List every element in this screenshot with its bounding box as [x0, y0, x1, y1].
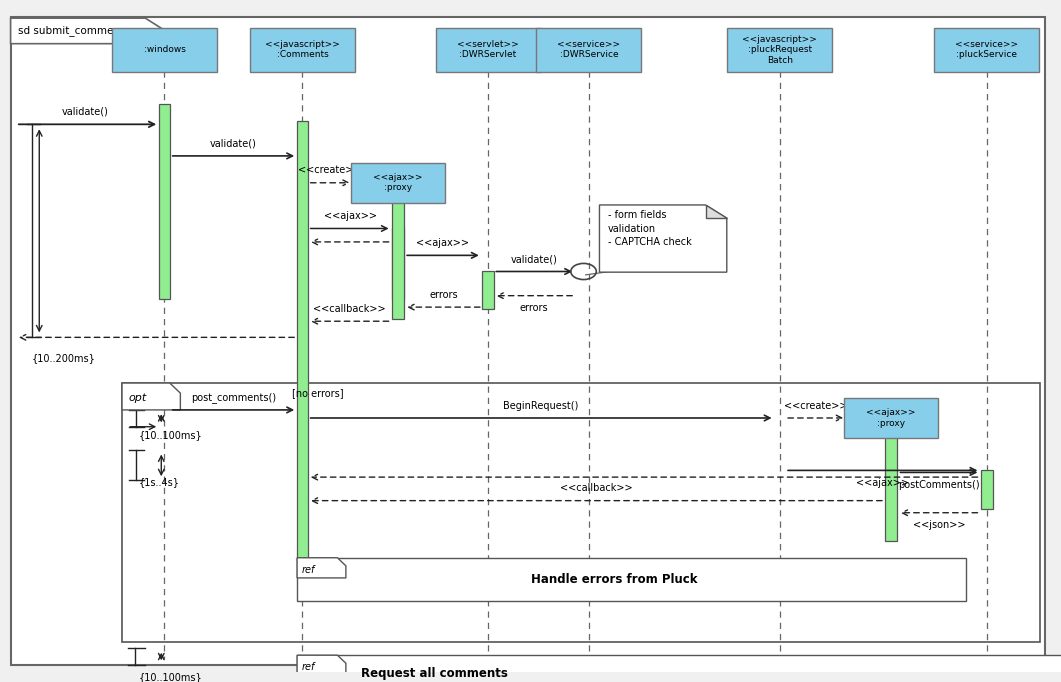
FancyBboxPatch shape	[297, 655, 1061, 682]
Text: <<json>>: <<json>>	[912, 520, 966, 530]
Text: <<ajax>>: <<ajax>>	[324, 211, 377, 221]
Text: <<servlet>>
:DWRServlet: <<servlet>> :DWRServlet	[457, 40, 519, 59]
Polygon shape	[297, 558, 346, 578]
Text: postComments(): postComments()	[899, 480, 979, 490]
Text: {1s..4s}: {1s..4s}	[139, 477, 180, 487]
Text: {10..100ms}: {10..100ms}	[139, 430, 203, 440]
Text: errors: errors	[520, 303, 549, 313]
FancyBboxPatch shape	[393, 228, 403, 299]
FancyBboxPatch shape	[981, 471, 993, 509]
Text: ref: ref	[301, 565, 315, 575]
FancyBboxPatch shape	[934, 27, 1040, 72]
FancyBboxPatch shape	[297, 558, 966, 602]
FancyBboxPatch shape	[885, 436, 898, 541]
Text: <<create>>: <<create>>	[298, 166, 362, 175]
Polygon shape	[11, 18, 164, 44]
FancyBboxPatch shape	[845, 398, 938, 438]
Text: {10..100ms}: {10..100ms}	[139, 672, 203, 682]
Text: sd submit_commens: sd submit_commens	[18, 25, 125, 36]
Text: {10..200ms}: {10..200ms}	[32, 353, 95, 363]
Text: <<javascript>>
:Comments: <<javascript>> :Comments	[265, 40, 340, 59]
Text: <<create>>: <<create>>	[784, 400, 848, 411]
Text: Request all comments: Request all comments	[361, 667, 507, 680]
Text: :windows: :windows	[143, 45, 186, 55]
Text: opt: opt	[128, 393, 146, 403]
Polygon shape	[297, 655, 346, 675]
FancyBboxPatch shape	[537, 27, 641, 72]
Text: <<javascript>>
:pluckRequest
Batch: <<javascript>> :pluckRequest Batch	[743, 35, 817, 65]
Text: <<callback>>: <<callback>>	[313, 303, 386, 314]
FancyBboxPatch shape	[296, 121, 308, 561]
Text: validate(): validate()	[62, 107, 108, 117]
Text: <<ajax>>
:proxy: <<ajax>> :proxy	[373, 173, 422, 192]
FancyBboxPatch shape	[482, 271, 494, 309]
FancyBboxPatch shape	[111, 27, 216, 72]
Text: errors: errors	[430, 290, 457, 299]
Text: <<service>>
:DWRService: <<service>> :DWRService	[557, 40, 621, 59]
Text: BeginRequest(): BeginRequest()	[503, 400, 579, 411]
Text: <<ajax>>: <<ajax>>	[417, 238, 469, 248]
FancyBboxPatch shape	[250, 27, 354, 72]
Polygon shape	[599, 205, 727, 272]
FancyBboxPatch shape	[350, 163, 446, 203]
Text: [no errors]: [no errors]	[292, 389, 344, 398]
Polygon shape	[122, 383, 180, 410]
Polygon shape	[706, 205, 727, 218]
Text: <<callback>>: <<callback>>	[560, 484, 632, 493]
FancyBboxPatch shape	[393, 201, 403, 319]
Text: validate(): validate()	[510, 254, 558, 264]
Text: Handle errors from Pluck: Handle errors from Pluck	[530, 573, 697, 586]
FancyBboxPatch shape	[11, 17, 1045, 665]
Text: - form fields
validation
- CAPTCHA check: - form fields validation - CAPTCHA check	[608, 210, 692, 247]
Text: <<service>>
:pluckService: <<service>> :pluckService	[955, 40, 1019, 59]
FancyBboxPatch shape	[728, 27, 832, 72]
FancyBboxPatch shape	[159, 104, 170, 299]
FancyBboxPatch shape	[435, 27, 541, 72]
Text: <<ajax>>
:proxy: <<ajax>> :proxy	[867, 409, 916, 428]
Text: validate(): validate()	[210, 138, 257, 149]
Text: ref: ref	[301, 662, 315, 672]
Text: post_comments(): post_comments()	[191, 391, 276, 402]
Text: <<ajax>>: <<ajax>>	[856, 478, 909, 488]
